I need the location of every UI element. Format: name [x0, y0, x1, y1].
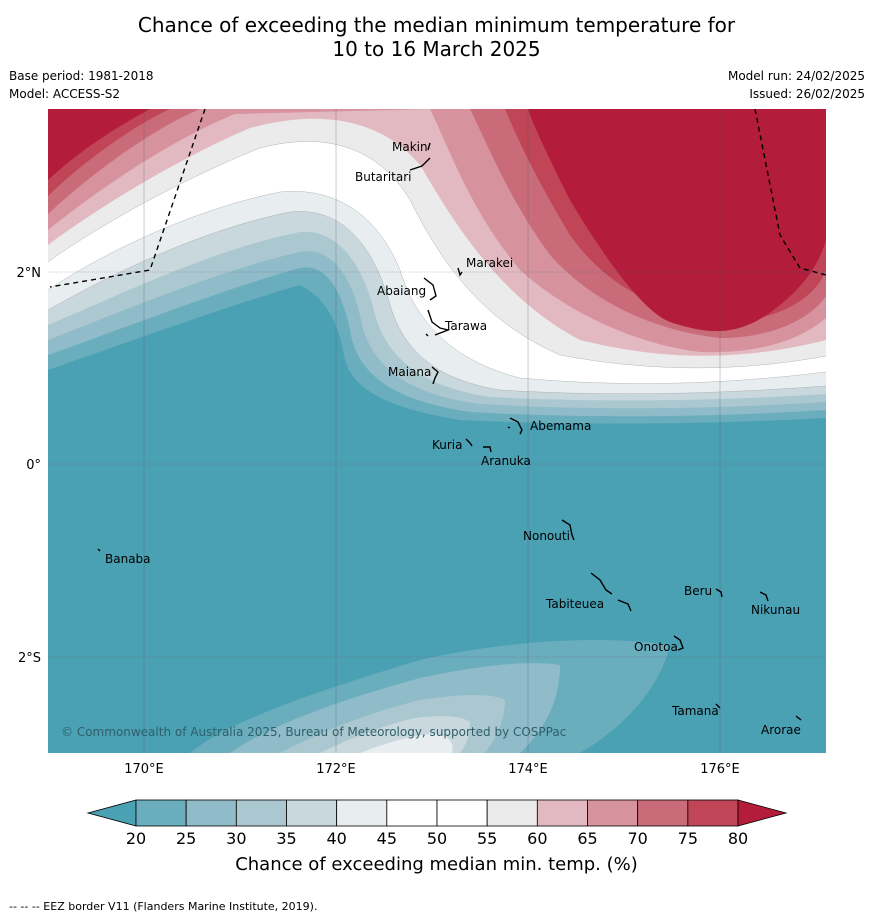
place-label-tarawa: Tarawa — [444, 319, 487, 333]
issued-date: Issued: 26/02/2025 — [749, 87, 865, 101]
island-abemama — [507, 417, 523, 435]
base-period: Base period: 1981-2018 — [9, 69, 154, 83]
island-makin-butaritari — [409, 142, 431, 171]
colorbar-tick-label: 25 — [176, 829, 196, 848]
place-label-tabiteuea: Tabiteuea — [545, 597, 604, 611]
island-tarawa — [425, 309, 451, 337]
island-banaba — [97, 548, 101, 552]
colorbar-swatch — [235, 799, 287, 827]
island-nonouti — [561, 519, 575, 541]
lat-label-2n: 2°N — [17, 266, 42, 281]
eez-border-east — [754, 109, 826, 276]
place-label-marakei: Marakei — [466, 256, 513, 270]
place-label-aranuka: Aranuka — [481, 454, 531, 468]
model-name: Model: ACCESS-S2 — [9, 87, 121, 101]
place-label-butaritari: Butaritari — [355, 170, 412, 184]
colorbar-extend-low — [86, 799, 137, 827]
colorbar-tick-label: 55 — [477, 829, 497, 848]
band-above-85 — [48, 109, 826, 332]
place-label-abaiang: Abaiang — [377, 284, 426, 298]
colorbar-swatch — [637, 799, 689, 827]
lon-label-174e: 174°E — [508, 762, 548, 777]
place-label-arorae: Arorae — [761, 723, 801, 737]
grid — [48, 109, 826, 753]
copyright-notice: © Commonwealth of Australia 2025, Bureau… — [61, 725, 566, 739]
colorbar-tick-label: 75 — [678, 829, 698, 848]
colorbar-tick-label: 60 — [527, 829, 547, 848]
place-label-abemama: Abemama — [530, 419, 591, 433]
islands — [97, 142, 802, 721]
title-line-1: Chance of exceeding the median minimum t… — [137, 13, 736, 37]
place-label-kuria: Kuria — [432, 438, 463, 452]
lat-label-0: 0° — [26, 458, 41, 473]
colorbar-swatch — [386, 799, 438, 827]
colorbar-swatch — [286, 799, 338, 827]
colorbar-tick-label: 35 — [276, 829, 296, 848]
colorbar-swatch — [587, 799, 639, 827]
colorbar-tick-label: 45 — [377, 829, 397, 848]
island-nikunau — [759, 591, 769, 602]
island-marakei — [457, 267, 463, 277]
colorbar-tick-label: 40 — [326, 829, 346, 848]
lon-label-176e: 176°E — [700, 762, 740, 777]
lon-label-170e: 170°E — [124, 762, 164, 777]
lon-label-172e: 172°E — [316, 762, 356, 777]
footnote: -- -- -- EEZ border V11 (Flanders Marine… — [9, 900, 318, 913]
place-label-nonouti: Nonouti — [523, 529, 570, 543]
lat-label-2s: 2°S — [18, 651, 41, 666]
place-label-onotoa: Onotoa — [634, 640, 678, 654]
colorbar: 20 25 30 35 40 45 50 55 60 65 70 75 80 — [86, 799, 788, 848]
colorbar-swatch — [185, 799, 237, 827]
colorbar-swatch — [436, 799, 488, 827]
model-run: Model run: 24/02/2025 — [727, 69, 865, 83]
colorbar-swatch — [135, 799, 187, 827]
place-label-tamana: Tamana — [671, 704, 719, 718]
place-label-makin: Makin — [392, 140, 428, 154]
colorbar-label: Chance of exceeding median min. temp. (%… — [235, 854, 638, 875]
colorbar-tick-label: 30 — [226, 829, 246, 848]
probability-field: Makin Butaritari Marakei Abaiang Tarawa … — [48, 109, 826, 753]
island-aranuka — [483, 446, 492, 453]
island-abaiang — [423, 277, 437, 301]
island-tabiteuea — [590, 572, 632, 612]
island-tamana — [715, 703, 721, 709]
eez-border — [49, 109, 826, 288]
colorbar-tick-label: 65 — [577, 829, 597, 848]
place-label-banaba: Banaba — [105, 552, 151, 566]
island-beru — [715, 588, 723, 598]
colorbar-swatch — [687, 799, 739, 827]
place-label-nikunau: Nikunau — [751, 603, 800, 617]
title-line-2: 10 to 16 March 2025 — [332, 37, 541, 61]
colorbar-swatch — [486, 799, 538, 827]
colorbar-tick-label: 70 — [627, 829, 647, 848]
colorbar-tick-label: 80 — [728, 829, 748, 848]
colorbar-swatch — [536, 799, 588, 827]
colorbar-extend-high — [737, 799, 788, 827]
island-onotoa — [673, 635, 684, 651]
colorbar-tick-label: 20 — [126, 829, 146, 848]
south-band-45-50 — [360, 733, 453, 753]
eez-border-west — [49, 109, 206, 288]
island-arorae — [795, 715, 802, 721]
place-label-maiana: Maiana — [388, 365, 431, 379]
colorbar-swatch — [336, 799, 388, 827]
place-label-beru: Beru — [684, 584, 712, 598]
island-kuria — [465, 438, 473, 447]
island-maiana — [431, 366, 439, 385]
colorbar-tick-label: 50 — [427, 829, 447, 848]
